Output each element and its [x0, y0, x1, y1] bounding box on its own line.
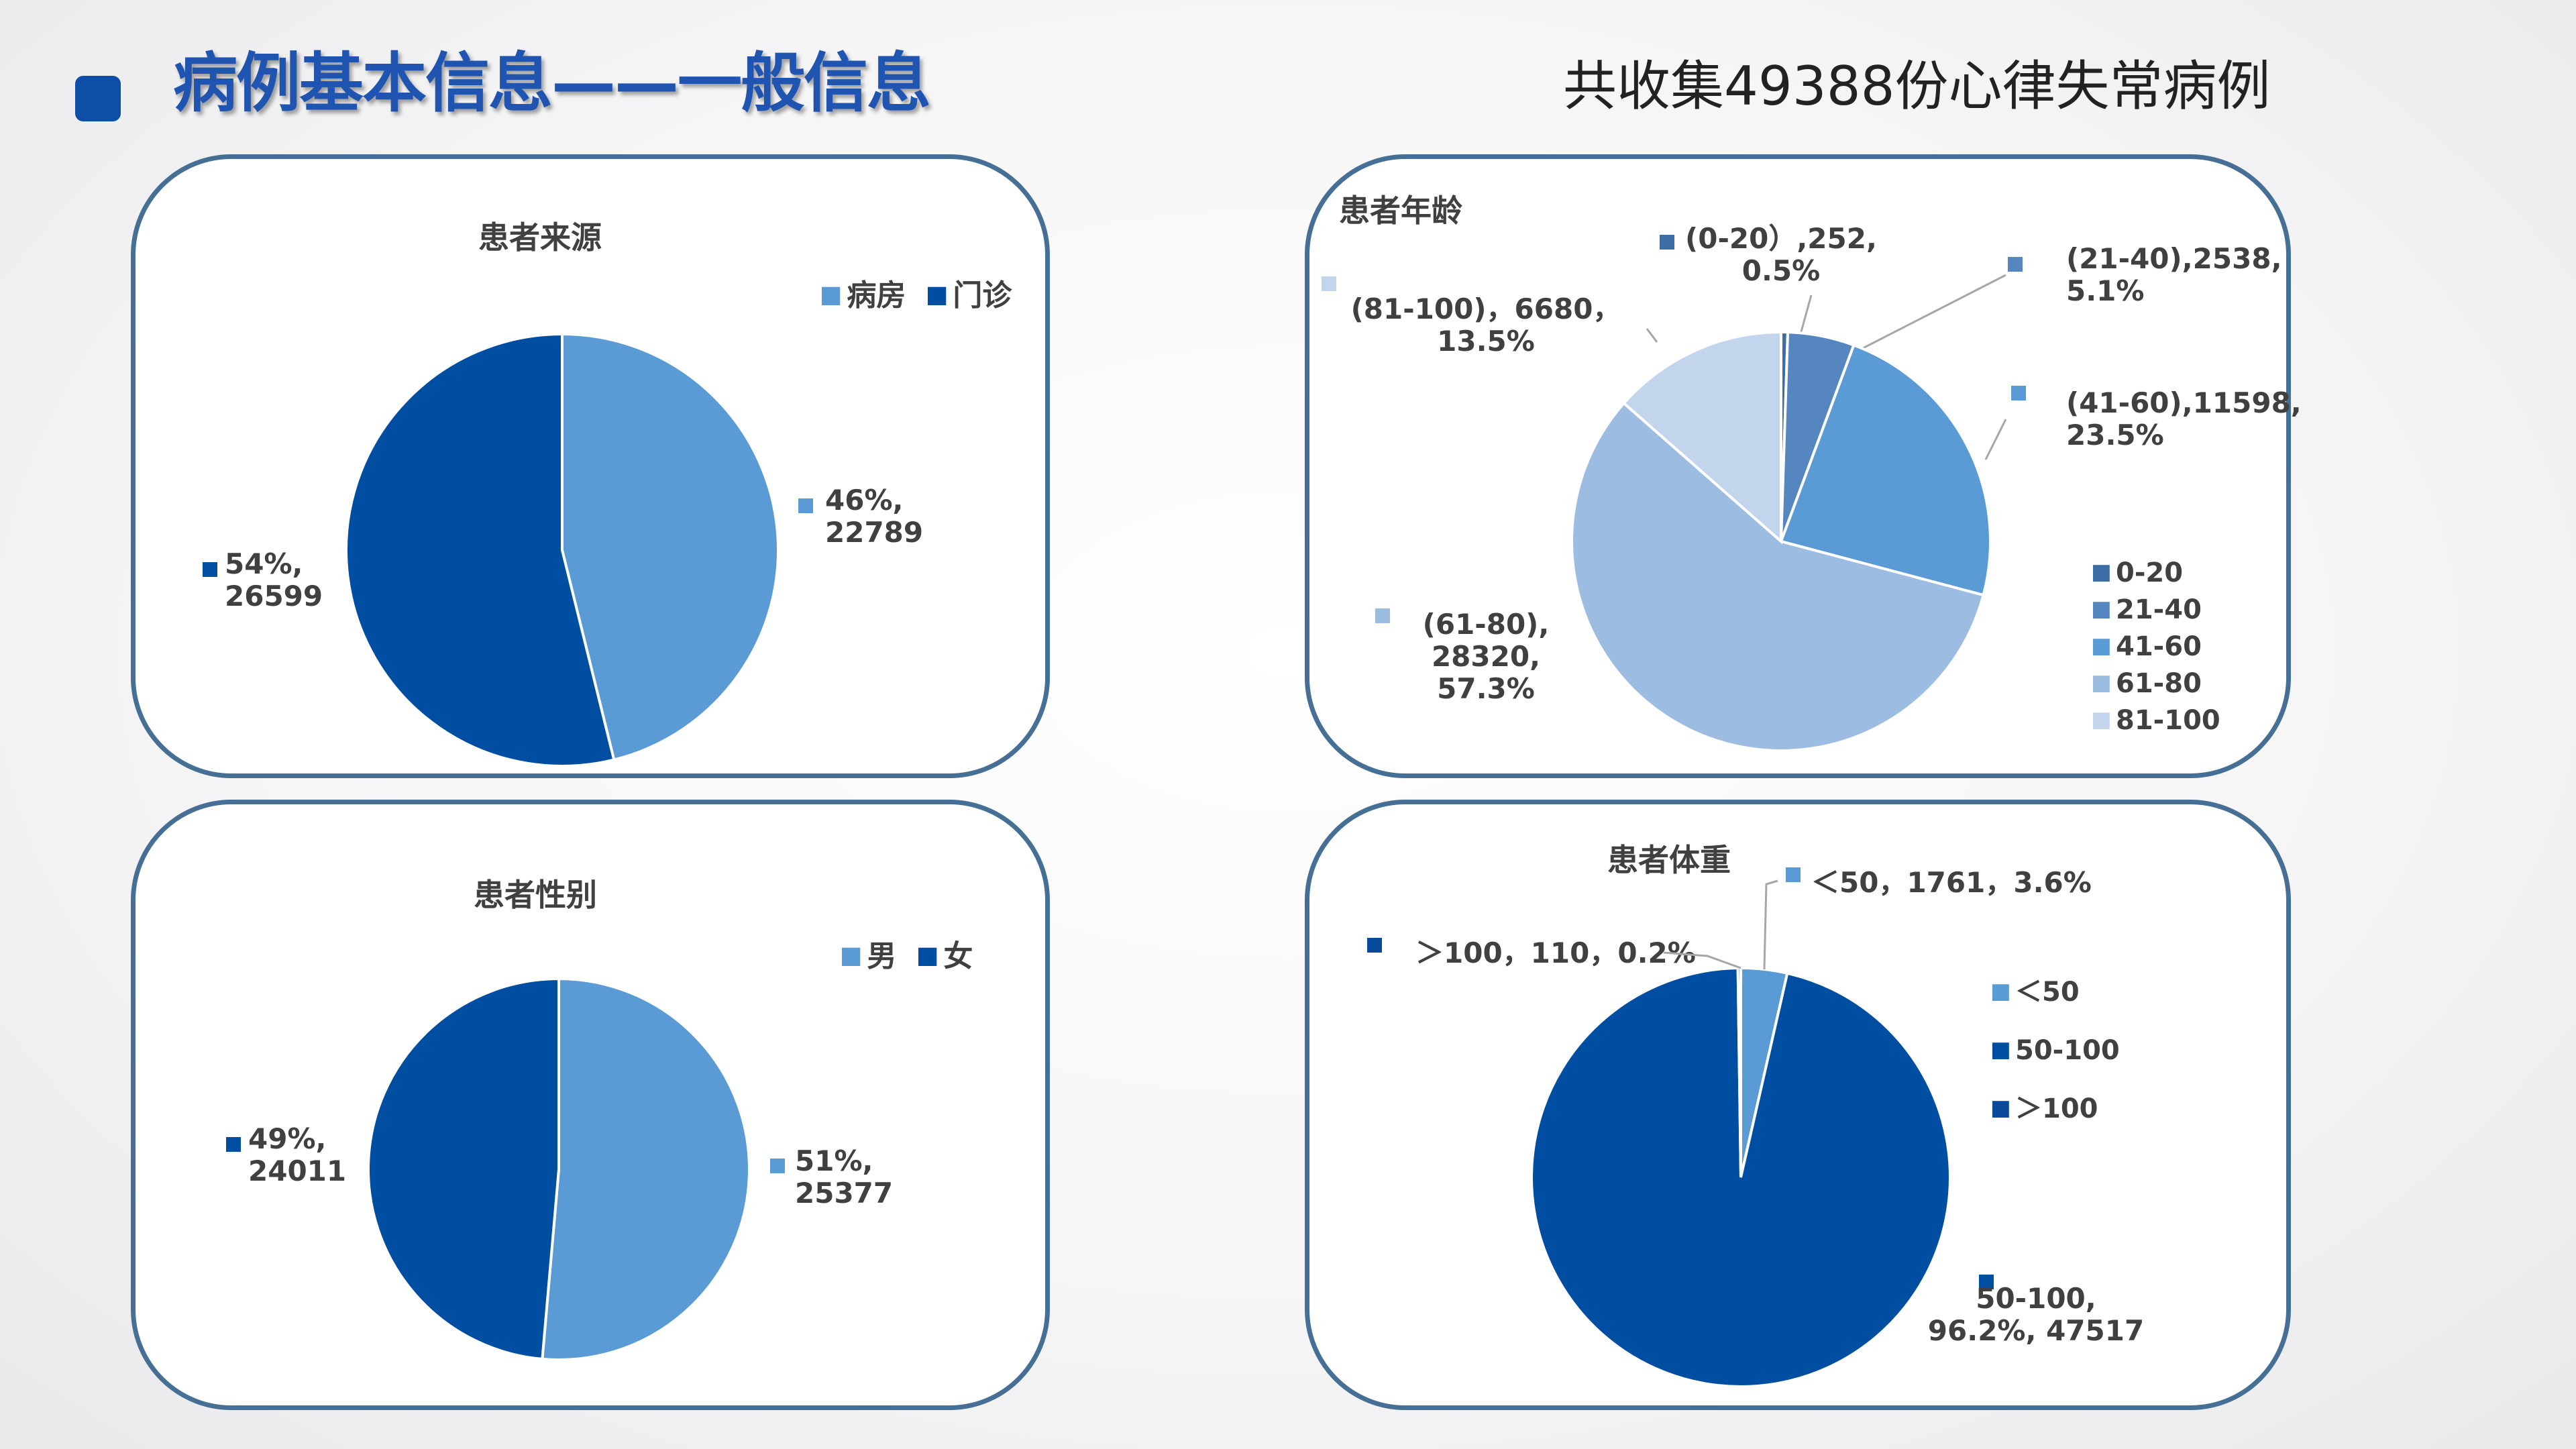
chart-title: 患者年龄 — [1339, 193, 1462, 229]
label-marker — [1660, 235, 1674, 250]
chart-title: 患者来源 — [478, 219, 602, 256]
data-label: 5.1% — [2066, 274, 2144, 307]
pie-chart-1: 患者来源 46%,22789 54%,26599 病房 门诊 — [203, 219, 1012, 767]
label-marker — [1375, 608, 1390, 623]
leader-line — [1763, 879, 1778, 970]
header-square-icon — [75, 76, 121, 121]
data-label: 26599 — [225, 580, 323, 612]
data-label: 13.5% — [1437, 325, 1535, 358]
pie-slice-81-100 — [1621, 330, 1782, 545]
pie-slice-门诊 — [345, 332, 616, 767]
data-label: 96.2%, 47517 — [1928, 1314, 2144, 1347]
legend-swatch — [2093, 565, 2110, 582]
page-title: 病例基本信息——一般信息 — [173, 46, 931, 121]
data-label: 0.5% — [1742, 254, 1820, 287]
data-label: ＜50，1761，3.6% — [1811, 866, 2092, 899]
legend-swatch — [1992, 984, 2009, 1001]
legend-item: 门诊 — [953, 278, 1012, 313]
legend-swatch — [928, 286, 947, 305]
legend-item: 女 — [943, 939, 973, 973]
data-label: ＞100，110，0.2% — [1415, 936, 1696, 969]
data-label: 46%, — [825, 484, 903, 517]
label-marker — [203, 562, 217, 577]
pie-slice-病房 — [561, 332, 780, 762]
label-marker — [770, 1159, 785, 1173]
data-label: 23.5% — [2066, 419, 2164, 451]
data-label: (61-80), — [1423, 608, 1550, 641]
legend-item: 61-80 — [2116, 668, 2202, 699]
chart-title: 患者性别 — [474, 877, 597, 913]
legend-swatch — [918, 947, 937, 966]
page-subtitle: 共收集49388份心律失常病例 — [1563, 55, 2271, 117]
legend-swatch — [1992, 1101, 2009, 1118]
label-marker — [1322, 276, 1336, 291]
leader-line — [1984, 419, 2007, 460]
leader-line — [1799, 294, 1813, 335]
legend-item: 41-60 — [2116, 631, 2202, 662]
pie-chart-3: 患者性别 51%,25377 49%,24011 男 女 — [226, 877, 973, 1361]
label-marker — [1979, 1275, 1994, 1289]
pie-slice-61-80 — [1570, 401, 1985, 752]
pie-slice-男 — [541, 977, 751, 1361]
label-marker — [798, 498, 813, 513]
legend-item: 21-40 — [2116, 594, 2202, 625]
data-label: (0-20）,252, — [1685, 222, 1877, 255]
label-marker — [1786, 867, 1801, 882]
label-marker — [2011, 386, 2026, 400]
legend-swatch — [2093, 676, 2110, 692]
legend-swatch — [822, 286, 841, 305]
legend-item: ＞100 — [2015, 1093, 2098, 1124]
chart-title: 患者体重 — [1607, 842, 1731, 878]
pie-chart-4: 患者体重 ＜50，1761，3.6% 50-100,96.2%, 47517 ＞100… — [1367, 842, 2144, 1388]
pie-slice-41-60 — [1779, 343, 1992, 597]
legend-swatch — [2093, 639, 2110, 655]
legend-item: 男 — [867, 939, 896, 973]
data-label: (41-60),11598, — [2066, 386, 2302, 419]
data-label: (21-40),2538, — [2066, 242, 2282, 275]
data-label: 28320, — [1432, 640, 1540, 673]
data-label: 49%, — [248, 1122, 326, 1155]
legend-swatch — [1992, 1042, 2009, 1059]
legend-item: 81-100 — [2116, 705, 2220, 736]
legend-item: 0-20 — [2116, 557, 2183, 588]
leader-line — [1861, 274, 2006, 350]
legend-swatch — [842, 947, 861, 966]
data-label: 50-100, — [1976, 1282, 2096, 1315]
label-marker — [1367, 938, 1382, 953]
legend-item: 50-100 — [2015, 1035, 2120, 1066]
pie-slice-女 — [366, 977, 560, 1361]
data-label: 57.3% — [1437, 672, 1535, 705]
data-label: 24011 — [248, 1155, 346, 1187]
label-marker — [2008, 257, 2023, 272]
pie-chart-2: 患者年龄 (0-20）,252,0.5% (21-40),2538,5.1% (41-… — [1322, 193, 2302, 752]
legend-swatch — [2093, 712, 2110, 729]
data-label: 22789 — [825, 516, 923, 549]
data-label: (81-100)，6680， — [1351, 292, 1621, 325]
legend-swatch — [2093, 602, 2110, 619]
legend-item: 病房 — [847, 278, 906, 313]
data-label: 51%, — [795, 1144, 873, 1177]
leader-line — [1663, 951, 1741, 969]
label-marker — [226, 1137, 241, 1152]
data-label: 25377 — [795, 1177, 893, 1210]
legend-item: ＜50 — [2015, 977, 2080, 1008]
leader-line — [1646, 328, 1658, 343]
data-label: 54%, — [225, 547, 303, 580]
